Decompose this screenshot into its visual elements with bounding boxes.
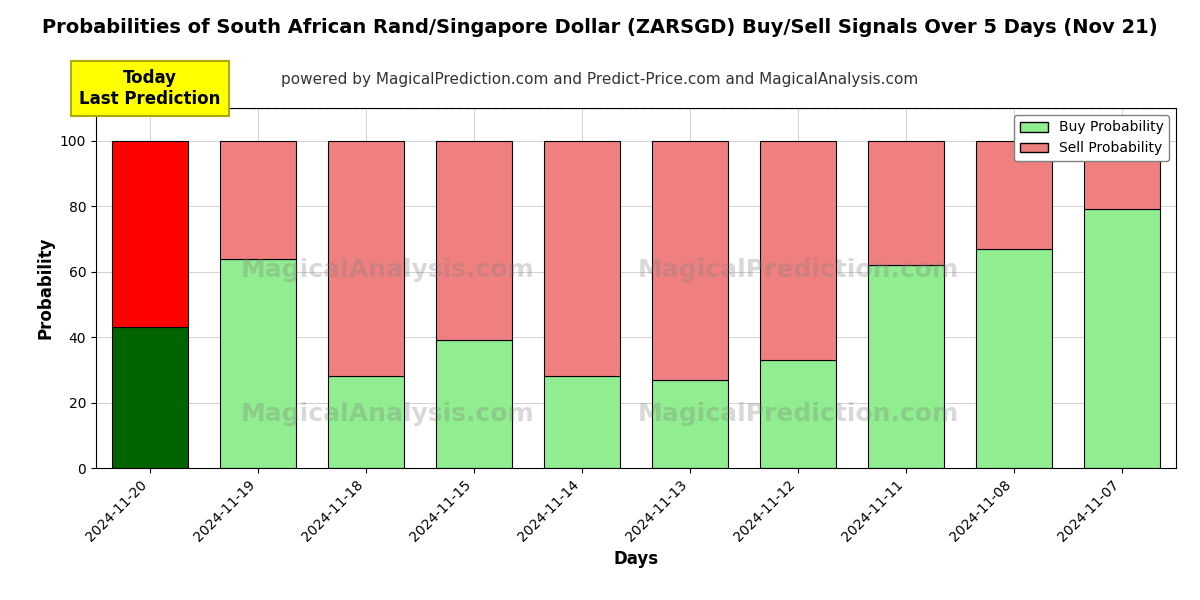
Text: MagicalAnalysis.com: MagicalAnalysis.com — [241, 258, 534, 282]
Y-axis label: Probability: Probability — [36, 237, 54, 339]
Text: MagicalPrediction.com: MagicalPrediction.com — [637, 402, 959, 426]
Bar — [113, 141, 188, 327]
Bar — [437, 141, 511, 340]
Text: MagicalPrediction.com: MagicalPrediction.com — [637, 258, 959, 282]
Bar — [1085, 209, 1159, 468]
Text: powered by MagicalPrediction.com and Predict-Price.com and MagicalAnalysis.com: powered by MagicalPrediction.com and Pre… — [281, 72, 919, 87]
Bar — [221, 259, 296, 468]
Text: Today
Last Prediction: Today Last Prediction — [79, 69, 221, 108]
X-axis label: Days: Days — [613, 550, 659, 568]
Bar — [329, 376, 403, 468]
Bar — [113, 327, 188, 468]
Bar — [653, 141, 728, 380]
Bar — [653, 380, 728, 468]
Legend: Buy Probability, Sell Probability: Buy Probability, Sell Probability — [1014, 115, 1169, 161]
Bar — [437, 340, 511, 468]
Text: MagicalAnalysis.com: MagicalAnalysis.com — [241, 402, 534, 426]
Bar — [221, 141, 296, 259]
Bar — [329, 141, 403, 376]
Bar — [1085, 141, 1159, 209]
Bar — [761, 360, 836, 468]
Bar — [545, 376, 619, 468]
Bar — [977, 249, 1051, 468]
Bar — [869, 265, 944, 468]
Bar — [761, 141, 836, 360]
Bar — [977, 141, 1051, 249]
Bar — [545, 141, 619, 376]
Text: Probabilities of South African Rand/Singapore Dollar (ZARSGD) Buy/Sell Signals O: Probabilities of South African Rand/Sing… — [42, 18, 1158, 37]
Bar — [869, 141, 944, 265]
